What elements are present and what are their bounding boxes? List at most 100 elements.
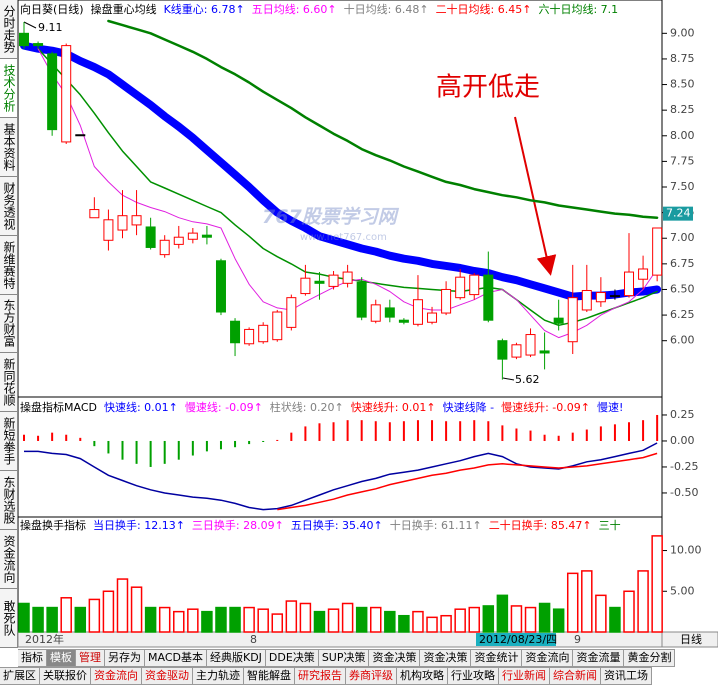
tab[interactable]: 券商评级 [346,667,397,685]
turnover-bar [60,597,72,633]
tab[interactable]: 行业攻略 [448,667,499,685]
watermark: 767股票学习网 [262,206,397,228]
cursor-date: 2012/08/23/四 [479,633,557,646]
turnover-bar [398,614,410,633]
tab[interactable]: 扩展区 [0,667,40,685]
indicator-tabs: 指标 模板 管理 另存为 MACD基本 经典版KDJ DDE决策 SUP决策 资金决策 资金决策资… [18,649,676,667]
tab[interactable]: 资金决策 [420,649,472,667]
legend-item: 三日换手: 28.09↑ [191,519,284,532]
candle-body [117,215,128,231]
side-tab[interactable]: 基本资料 [0,117,17,177]
tab[interactable]: 资讯工场 [601,667,652,685]
tab[interactable]: 行业新闻 [499,667,550,685]
turnover-bar [102,590,115,633]
turnover-bar [651,535,663,633]
side-tab[interactable]: 敢死队 [0,589,17,648]
tab[interactable]: 主力轨迹 [193,667,244,685]
side-tab[interactable]: 东财选股 [0,471,17,531]
candle-body [75,134,86,137]
legend-item: K线重心: 6.78↑ [163,3,245,16]
macd-line [24,442,658,511]
candle-body [272,311,283,341]
turnover-bar [257,608,269,633]
tab[interactable]: 综合新闻 [550,667,601,685]
turnover-bar [384,610,396,633]
y-tick-label: 6.25 [670,308,695,321]
annotation-pointer [502,377,515,381]
tab[interactable]: 管理 [76,649,105,667]
turnover-bar [158,606,171,633]
turnover-bar [581,570,593,633]
side-tab[interactable]: 财务透视 [0,176,17,236]
candle-body [47,53,58,131]
side-tab[interactable]: 新短拳手 [0,412,17,472]
y-tick-label: 8.75 [670,52,695,65]
annotation: 5.62 [515,373,540,386]
side-tab[interactable]: 新维赛特 [0,235,17,295]
y-tick-label: 9.00 [670,26,695,39]
tab[interactable]: 资金流向 [522,649,574,667]
tab[interactable]: MACD基本 [145,649,207,667]
legend-item: 五日均线: 6.60↑ [251,3,337,16]
turnover-bar [637,570,649,633]
turnover-bar [355,606,368,633]
turnover-bar [215,606,227,633]
candle-body [511,344,522,358]
tab[interactable]: 关联报价 [40,667,91,685]
side-tab[interactable]: 资金流向 [0,530,17,590]
tab[interactable]: 机构攻略 [397,667,448,685]
candle-body [103,219,114,241]
tab[interactable]: 研究报告 [295,667,346,685]
tab[interactable]: 智能解盘 [244,667,295,685]
macd-header: 操盘指标MACD 快速线: 0.01↑ 慢速线: -0.09↑ 柱状线: 0.20↑… [20,401,660,414]
turnover-bar [313,610,326,633]
turnover-bar [510,605,523,633]
tab[interactable]: 资金决策 [369,649,421,667]
candle-body [215,260,226,313]
turnover-bar [187,608,199,633]
y-tick-label: 6.75 [670,257,695,270]
period-box [661,631,718,648]
y-tick-label: 6.50 [670,282,695,295]
turnover-bar [285,600,298,633]
y-tick-label: 7.50 [670,180,695,193]
tab[interactable]: 黄金分割 [624,649,676,667]
tab[interactable]: SUP决策 [318,649,370,667]
turnover-bar [144,606,157,633]
candle-body [427,312,438,323]
candle-body [173,236,184,245]
tab[interactable]: 另存为 [105,649,145,667]
y-tick-label: -0.25 [670,460,698,473]
candle-body [244,328,255,345]
tab[interactable]: 资金流量 [573,649,625,667]
candle-body [370,304,381,322]
tab[interactable]: 资金统计 [471,649,523,667]
side-tab[interactable]: 分时走势 [0,0,17,59]
turnover-bar [173,610,185,633]
turnover-bar [496,594,509,633]
tab[interactable]: 模板 [47,649,76,667]
ma-line [107,19,659,219]
candle-body [539,350,550,354]
tab[interactable]: DDE决策 [265,649,319,667]
tab[interactable]: 指标 [18,649,47,667]
candle-body [328,274,339,287]
candle-body [300,277,311,295]
volume-header: 操盘换手指标 当日换手: 12.13↑ 三日换手: 28.09↑ 五日换手: 35.… [20,519,660,532]
candle-body [131,215,142,226]
tab[interactable]: 资金驱动 [142,667,193,685]
side-tab[interactable]: 东方财富 [0,294,17,354]
annotation-pointer [23,21,37,29]
candle-body [33,43,44,47]
tab[interactable]: 资金流向 [91,667,142,685]
time-label: 8 [250,633,257,646]
candle-body [19,32,29,47]
tab[interactable]: 经典版KDJ [206,649,266,667]
side-tab[interactable]: 技术分析 [0,58,17,118]
legend-item: 柱状线: 0.20↑ [269,401,344,414]
side-tab[interactable]: 新同花顺 [0,353,17,413]
turnover-bar [370,606,382,633]
candle-body [412,299,423,325]
turnover-bar [201,610,213,633]
